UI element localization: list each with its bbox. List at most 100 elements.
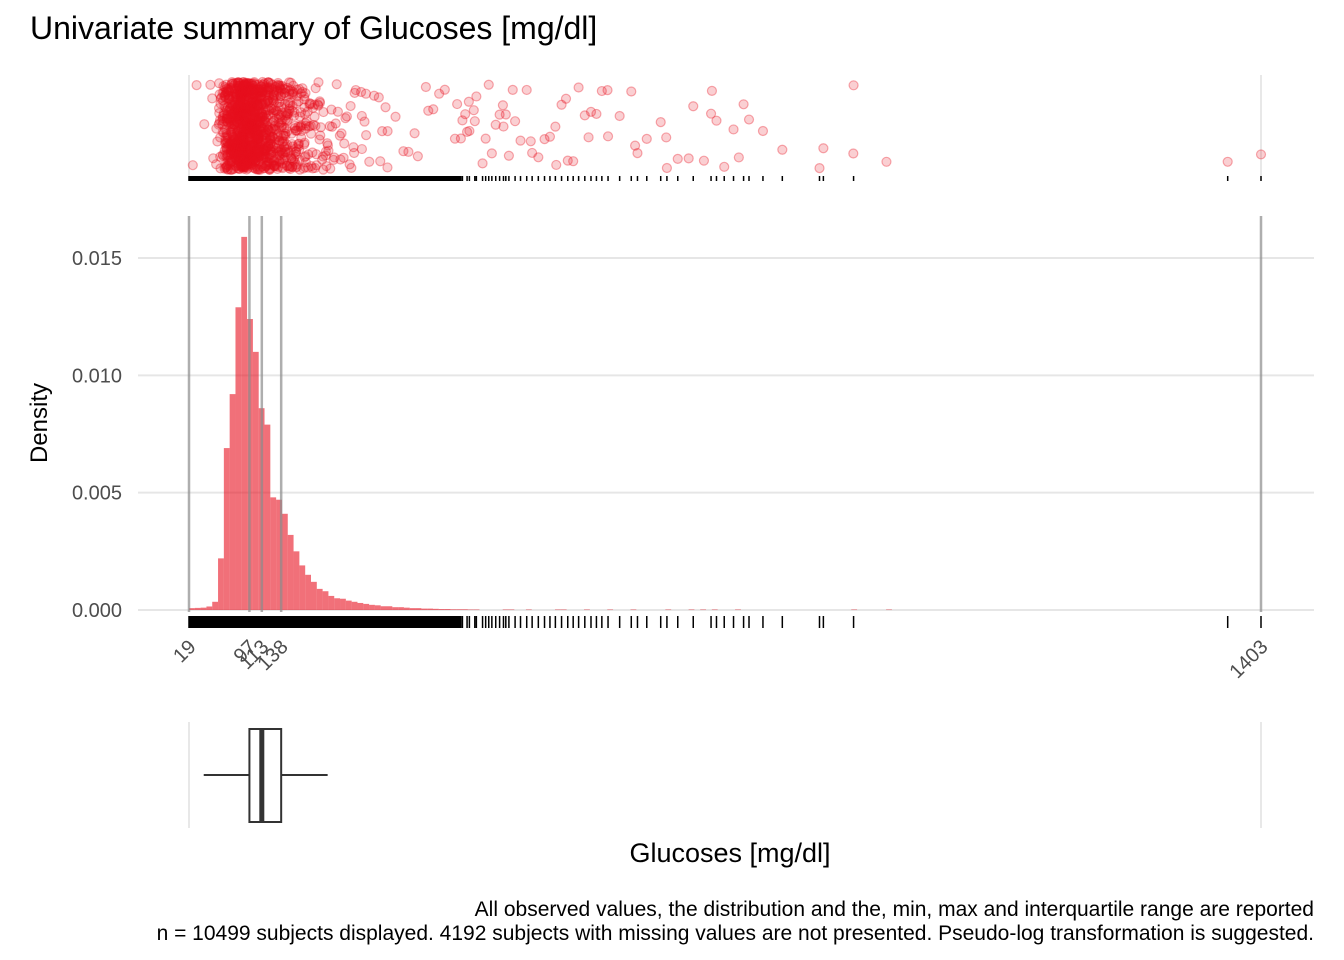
jitter-point [243,102,255,113]
jitter-point [213,119,224,130]
jitter-point [471,91,482,102]
jitter-point [251,137,263,148]
jitter-point [240,116,251,127]
jitter-point [211,123,222,134]
jitter-point [237,108,248,119]
jitter-point [234,115,246,126]
jitter-point [247,137,258,148]
jitter-point [238,136,249,147]
jitter-point [240,124,251,135]
jitter-point [244,81,255,92]
jitter-point [777,144,788,155]
histogram-bar [438,609,445,610]
jitter-point [235,123,246,135]
jitter-point [237,107,248,118]
jitter-point [226,137,237,148]
jitter-point [224,103,235,115]
jitter-point [237,158,248,170]
jitter-point [246,118,257,129]
jitter-point [237,89,248,100]
jitter-point [688,101,699,112]
jitter-point [238,133,250,145]
jitter-point [221,113,232,124]
jitter-point [247,107,258,118]
jitter-point [234,163,245,175]
jitter-point [241,88,252,99]
jitter-point [247,124,258,135]
jitter-point [235,144,246,155]
jitter-point [226,117,237,128]
histogram-bar [462,609,468,610]
jitter-point [251,141,262,152]
jitter-point [251,93,262,104]
jitter-point [235,153,246,164]
jitter-point [246,89,258,100]
jitter-point [239,117,251,129]
jitter-point [230,89,242,100]
jitter-point [234,135,246,147]
jitter-point [341,111,352,122]
jitter-point [241,162,252,173]
jitter-point [234,110,245,122]
jitter-point [247,124,258,135]
jitter-point [230,106,241,117]
jitter-point [228,163,240,174]
jitter-point [331,79,342,90]
jitter-point [220,137,231,149]
jitter-point [217,87,228,98]
jitter-point [241,139,252,150]
jitter-point [232,78,243,89]
jitter-point [229,138,240,149]
jitter-point [253,133,264,144]
jitter-point [439,84,450,95]
jitter-point [227,113,238,124]
jitter-point [225,164,237,176]
jitter-point [218,81,229,92]
jitter-point [240,78,251,90]
jitter-point [242,103,254,114]
jitter-point [221,138,232,149]
jitter-point [247,80,258,91]
jitter-point [222,138,233,149]
jitter-point [356,143,368,155]
jitter-point [757,125,769,137]
jitter-point [221,105,232,116]
jitter-point [240,158,252,170]
jitter-point [248,80,259,91]
histogram-bar [305,574,311,610]
jitter-point [251,139,262,150]
jitter-point [222,150,233,161]
jitter-point [230,83,241,94]
jitter-point [248,149,260,160]
jitter-point [234,115,245,126]
jitter-point [241,149,252,160]
jitter-point [258,99,269,110]
jitter-point [237,142,248,153]
jitter-point [672,153,683,164]
jitter-point [412,151,423,162]
jitter-point [247,125,258,136]
jitter-point [626,86,637,97]
jitter-point [248,82,259,94]
jitter-point [215,151,226,162]
jitter-point [246,121,257,132]
jitter-point [234,147,246,158]
jitter-point [215,93,226,104]
jitter-point [240,115,251,127]
jitter-point [231,95,242,106]
jitter-point [250,135,261,146]
jitter-point [218,87,230,98]
jitter-point [230,77,241,89]
y-tick-label: 0.010 [72,365,122,387]
jitter-point [236,161,247,172]
jitter-point [232,125,243,136]
jitter-point [250,121,262,132]
jitter-point [706,85,718,96]
jitter-point [234,163,245,174]
jitter-point [221,141,232,152]
jitter-point [242,125,253,136]
jitter-point [247,96,258,108]
jitter-point [591,108,602,120]
jitter-point [243,147,254,158]
jitter-point [221,86,232,97]
